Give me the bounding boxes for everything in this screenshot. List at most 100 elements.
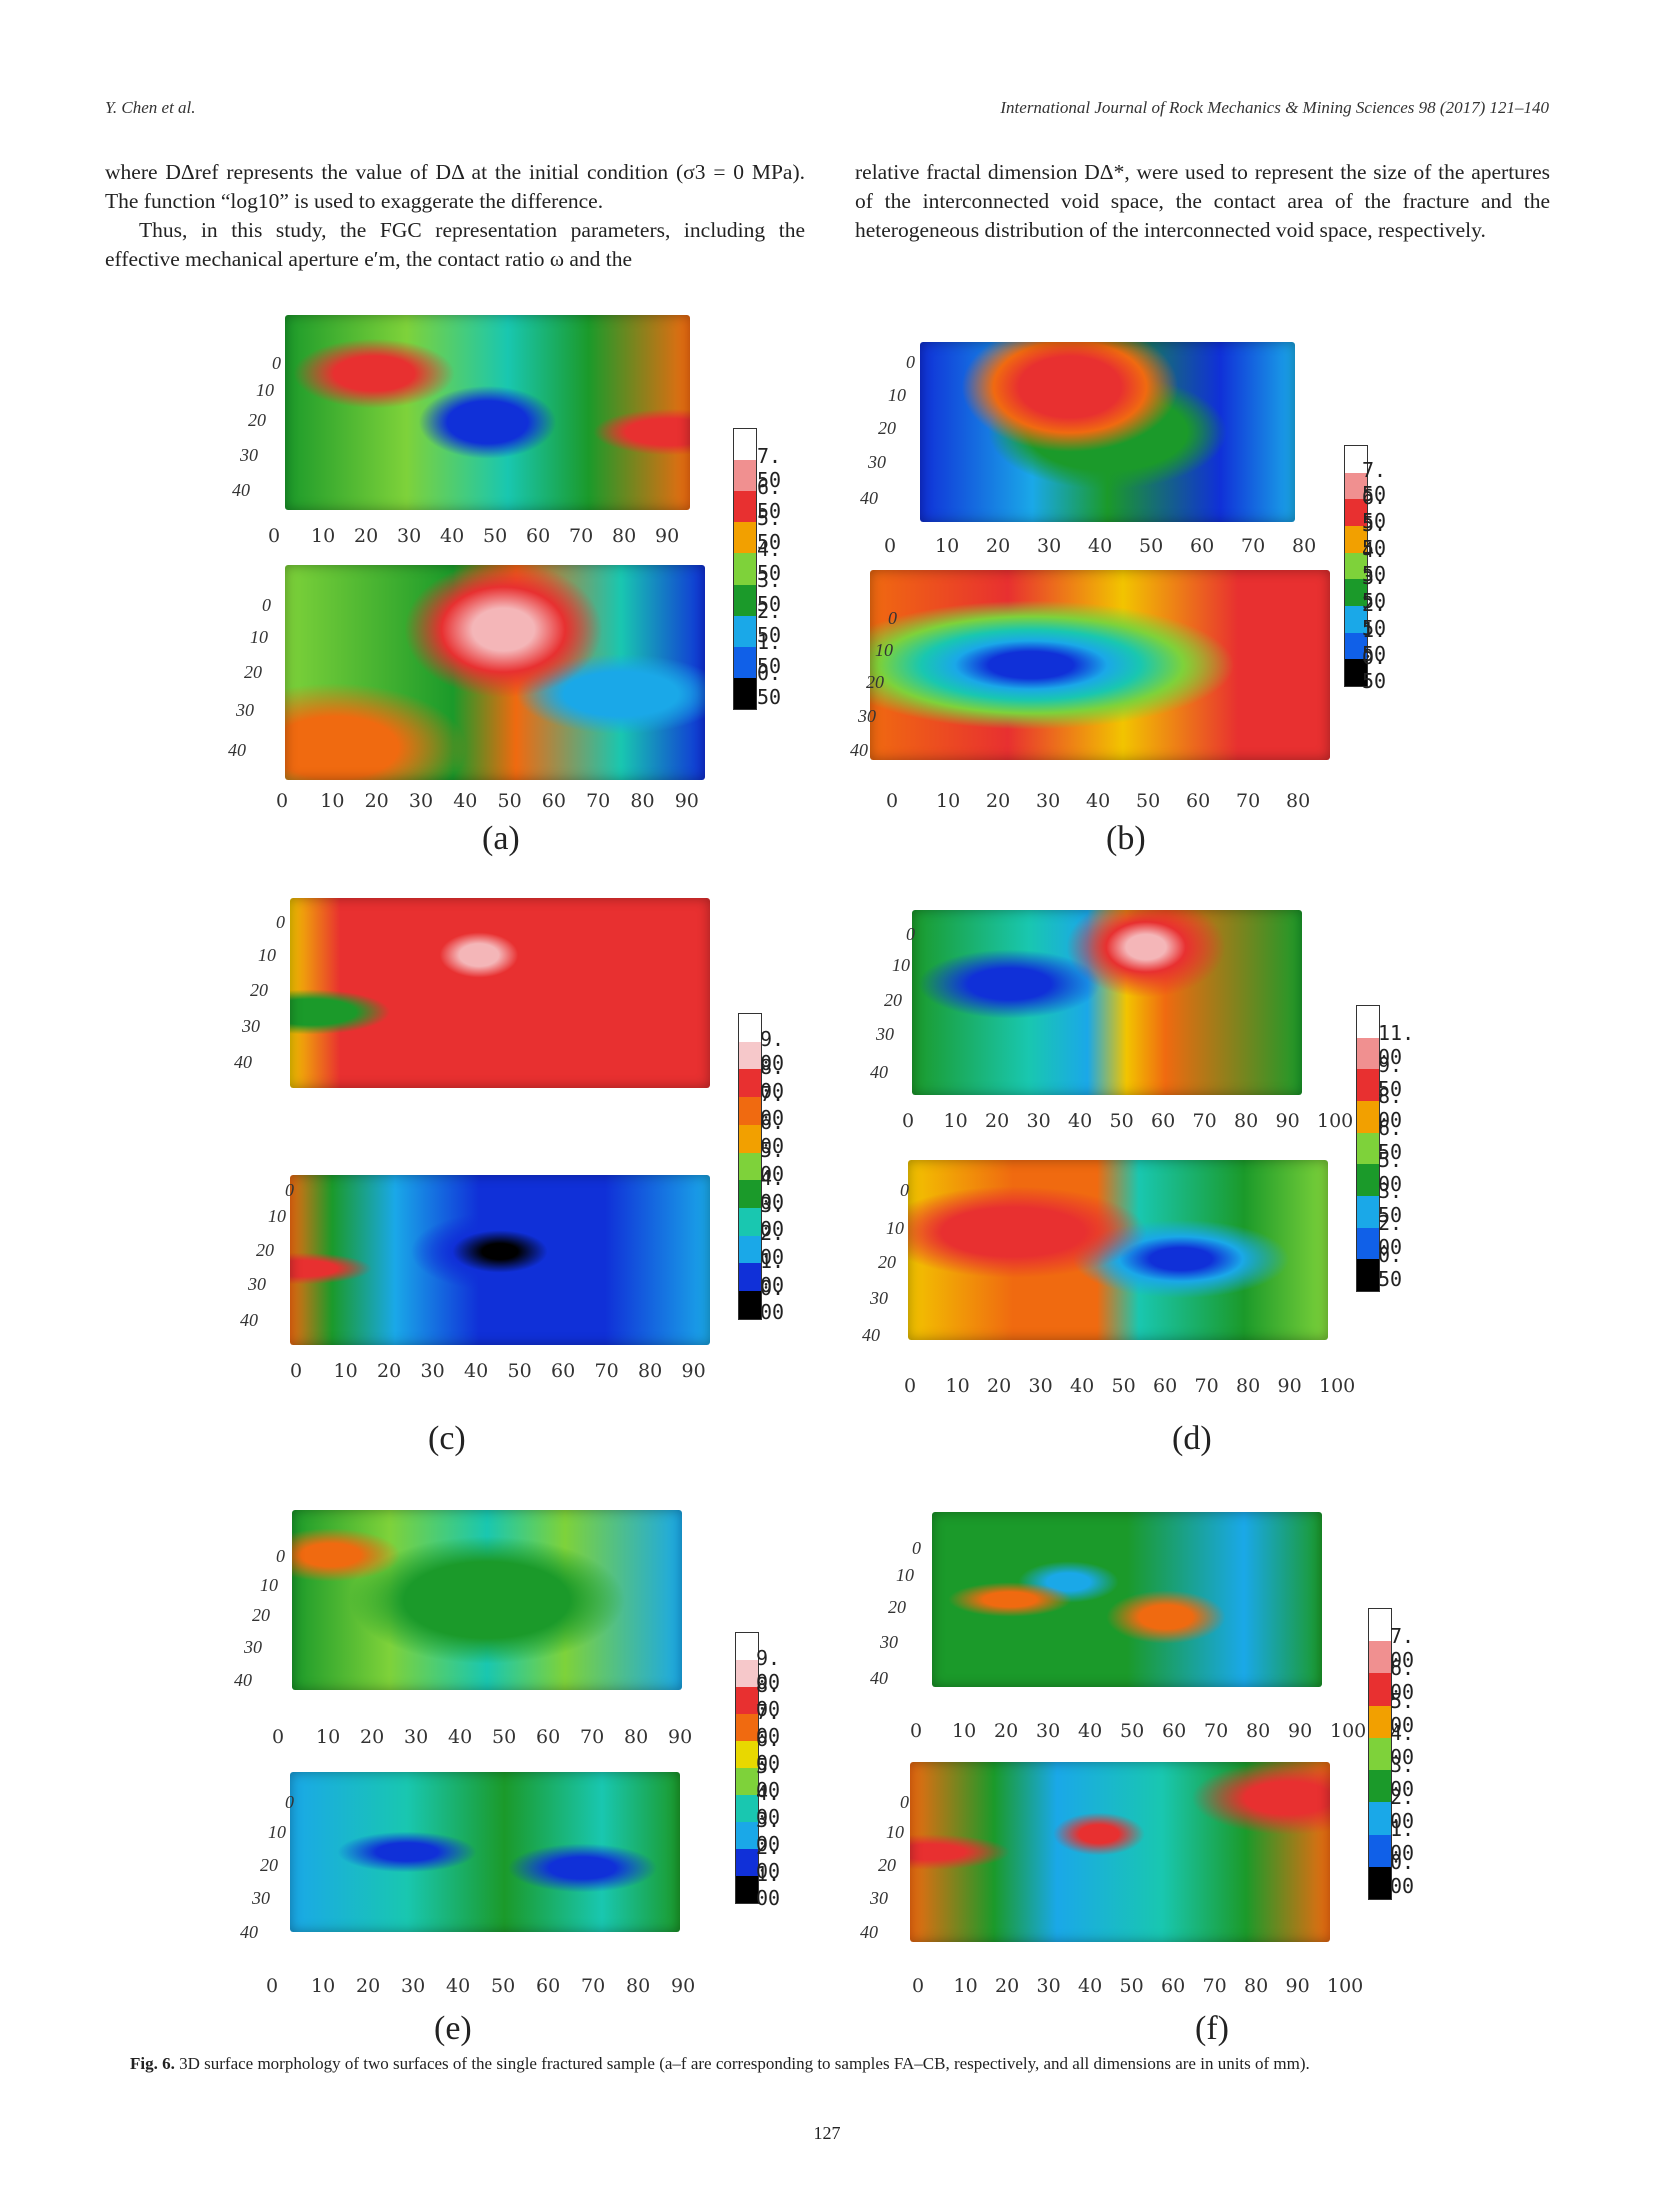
x-tick-label: 30	[1028, 1375, 1053, 1397]
y-tick-label: 30	[240, 445, 258, 465]
x-tick-label: 70	[1192, 1110, 1217, 1132]
panel-label: (e)	[434, 2010, 472, 2047]
colorbar-tick-label: 4. 50	[1362, 538, 1387, 587]
colorbar-segment	[1357, 1069, 1379, 1101]
x-tick-label: 80	[624, 1726, 649, 1748]
x-tick-label: 80	[638, 1360, 663, 1382]
y-tick-label: 30	[248, 1274, 266, 1294]
x-tick-label: 50	[491, 1975, 516, 1997]
colorbar-tick-label: 4. 00	[756, 1780, 781, 1829]
y-tick-label: 40	[240, 1310, 258, 1330]
colorbar-segment	[739, 1180, 761, 1209]
x-tick-label: 50	[1109, 1110, 1134, 1132]
x-tick-label: 80	[1246, 1720, 1271, 1742]
y-tick-label: 30	[870, 1888, 888, 1908]
text-column-left: where DΔref represents the value of DΔ a…	[105, 158, 805, 274]
y-tick-label: 10	[896, 1565, 914, 1585]
colorbar-segment	[736, 1714, 758, 1741]
colorbar-segment	[1357, 1259, 1379, 1291]
x-tick-label: 70	[1236, 790, 1261, 812]
y-tick-label: 20	[256, 1240, 274, 1260]
y-tick-label: 0	[888, 608, 897, 628]
x-tick-label: 70	[580, 1726, 605, 1748]
x-tick-label: 60	[1161, 1975, 1186, 1997]
surface-plot-lower	[290, 1772, 680, 1932]
colorbar-tick-label: 9. 00	[756, 1645, 781, 1694]
colorbar-segment	[1357, 1164, 1379, 1196]
x-tick-label: 30	[1026, 1110, 1051, 1132]
colorbar-tick-label: 5. 00	[760, 1137, 785, 1186]
caption-text: 3D surface morphology of two surfaces of…	[179, 2054, 1310, 2073]
x-tick-label: 70	[1241, 535, 1266, 557]
paragraph: relative fractal dimension DΔ*, were use…	[855, 160, 1550, 242]
figure-caption: Fig. 6. 3D surface morphology of two sur…	[130, 2054, 1530, 2074]
y-tick-label: 40	[870, 1062, 888, 1082]
x-tick-label: 20	[377, 1360, 402, 1382]
colorbar-tick-label: 2. 00	[760, 1220, 785, 1269]
y-tick-label: 30	[870, 1288, 888, 1308]
x-tick-label: 10	[311, 1975, 336, 1997]
colorbar-tick-label: 0. 50	[757, 661, 782, 710]
x-tick-label: 70	[1194, 1375, 1219, 1397]
surface-plot-upper	[285, 315, 690, 510]
colorbar-segment	[739, 1097, 761, 1125]
colorbar-tick-label: 5. 00	[756, 1753, 781, 1802]
colorbar-tick-label: 0. 50	[1362, 645, 1387, 693]
x-tick-label: 70	[586, 790, 611, 812]
colorbar-segment	[736, 1633, 758, 1660]
x-tick-label: 60	[536, 1975, 561, 1997]
colorbar-tick-label: 2. 00	[1378, 1210, 1403, 1259]
colorbar-tick-label: 4. 00	[1390, 1720, 1415, 1769]
colorbar-segment	[736, 1741, 758, 1768]
x-tick-label: 90	[1275, 1110, 1300, 1132]
y-tick-label: 30	[236, 700, 254, 720]
colorbar-tick-label: 5. 00	[1378, 1147, 1403, 1196]
x-tick-label: 10	[945, 1375, 970, 1397]
x-tick-label: 30	[404, 1726, 429, 1748]
x-tick-label: 80	[1292, 535, 1317, 557]
x-tick-label: 60	[1151, 1110, 1176, 1132]
y-tick-label: 10	[886, 1218, 904, 1238]
colorbar-segment	[1357, 1132, 1379, 1165]
colorbar-tick-label: 7. 50	[757, 443, 782, 492]
y-tick-label: 20	[878, 1855, 896, 1875]
colorbar-tick-label: 6. 00	[1390, 1656, 1415, 1705]
y-tick-label: 0	[276, 912, 285, 932]
colorbar-tick-label: 3. 00	[1390, 1753, 1415, 1801]
y-tick-label: 20	[244, 662, 262, 682]
x-tick-label: 60	[551, 1360, 576, 1382]
y-tick-label: 0	[272, 353, 281, 373]
surface-plot-upper	[912, 910, 1302, 1095]
colorbar-segment	[739, 1291, 761, 1319]
y-tick-label: 0	[900, 1792, 909, 1812]
x-tick-label: 20	[985, 1110, 1010, 1132]
x-tick-label: 0	[912, 1975, 925, 1997]
x-tick-label: 90	[668, 1726, 693, 1748]
colorbar-segment	[1357, 1006, 1379, 1038]
x-tick-label: 80	[630, 790, 655, 812]
colorbar-tick-label: 6. 50	[757, 474, 782, 523]
paragraph: where DΔref represents the value of DΔ a…	[105, 160, 805, 213]
colorbar-segment	[734, 491, 756, 523]
x-tick-label: 40	[453, 790, 478, 812]
surface-plot-upper	[290, 898, 710, 1088]
x-tick-label: 0	[902, 1110, 915, 1132]
colorbar-segment	[1369, 1737, 1391, 1771]
colorbar-segment	[736, 1660, 758, 1687]
x-tick-label: 90	[671, 1975, 696, 1997]
x-tick-label: 10	[316, 1726, 341, 1748]
colorbar-segment	[734, 429, 756, 461]
y-tick-label: 40	[240, 1922, 258, 1942]
x-tick-label: 20	[364, 790, 389, 812]
colorbar-segment	[1345, 605, 1367, 633]
surface-plot-lower	[908, 1160, 1328, 1340]
y-tick-label: 20	[252, 1605, 270, 1625]
colorbar-segment	[1345, 552, 1367, 580]
y-tick-label: 0	[285, 1792, 294, 1812]
colorbar-tick-label: 1. 00	[1390, 1817, 1415, 1866]
colorbar-segment	[739, 1208, 761, 1236]
running-head-journal: International Journal of Rock Mechanics …	[1000, 98, 1549, 117]
x-tick-label: 80	[1236, 1375, 1261, 1397]
y-tick-label: 20	[878, 418, 896, 438]
x-tick-label: 10	[311, 525, 336, 547]
